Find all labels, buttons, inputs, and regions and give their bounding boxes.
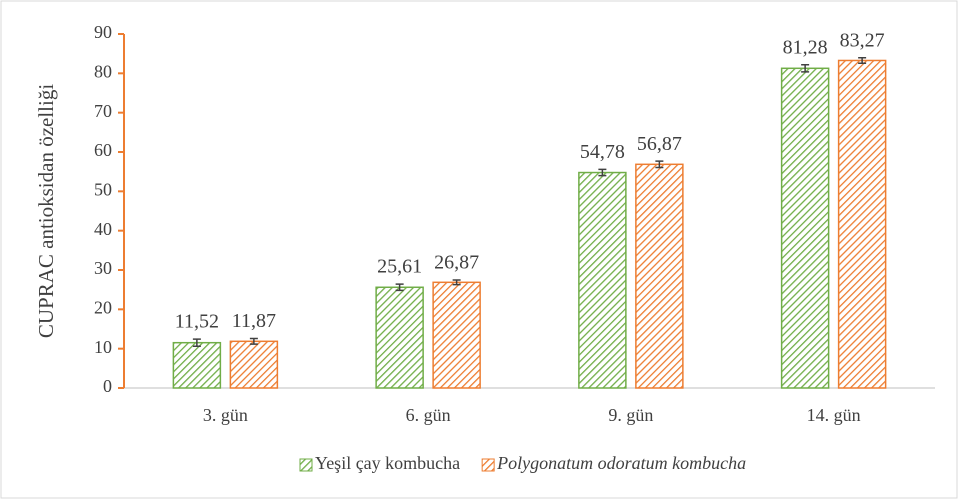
legend-swatch <box>299 458 313 472</box>
legend-swatch <box>481 458 495 472</box>
bar <box>229 340 279 389</box>
error-bar <box>858 56 867 64</box>
x-tick-label: 14. gün <box>807 405 861 425</box>
y-tick-label: 60 <box>94 140 112 160</box>
y-tick-label: 90 <box>94 22 112 42</box>
y-tick-label: 0 <box>103 376 112 396</box>
error-bar <box>395 283 404 292</box>
y-tick-label: 50 <box>94 179 112 199</box>
bar <box>375 286 424 389</box>
error-bar <box>249 337 258 345</box>
error-bar <box>801 64 810 73</box>
y-tick-label: 70 <box>94 101 112 121</box>
bar <box>172 341 222 389</box>
y-tick-label: 40 <box>94 219 112 239</box>
error-bar <box>192 338 201 347</box>
legend-label: Polygonatum odoratum kombucha <box>496 453 746 473</box>
value-label: 56,87 <box>637 133 682 155</box>
x-tick-label: 9. gün <box>608 405 653 425</box>
y-tick-label: 80 <box>94 61 112 81</box>
y-axis-label: CUPRAC antioksidan özelliği <box>34 84 58 338</box>
value-label: 25,61 <box>377 256 422 278</box>
bar <box>837 59 887 389</box>
value-label: 11,52 <box>175 311 219 333</box>
y-tick-label: 30 <box>94 258 112 278</box>
bar <box>432 281 481 389</box>
x-tick-label: 6. gün <box>406 405 451 425</box>
error-bar <box>452 279 461 286</box>
value-label: 81,28 <box>783 36 828 58</box>
x-tick-label: 3. gün <box>203 405 248 425</box>
y-tick-label: 20 <box>94 297 112 317</box>
bar <box>635 163 684 389</box>
legend-label: Yeşil çay kombucha <box>315 453 460 473</box>
value-label: 54,78 <box>580 141 625 163</box>
error-bar <box>598 168 607 177</box>
bar <box>578 171 627 389</box>
bar <box>780 67 830 389</box>
value-label: 83,27 <box>840 29 885 51</box>
error-bar <box>655 160 664 169</box>
value-label: 11,87 <box>232 310 276 332</box>
y-tick-label: 10 <box>94 337 112 357</box>
value-label: 26,87 <box>434 252 479 274</box>
